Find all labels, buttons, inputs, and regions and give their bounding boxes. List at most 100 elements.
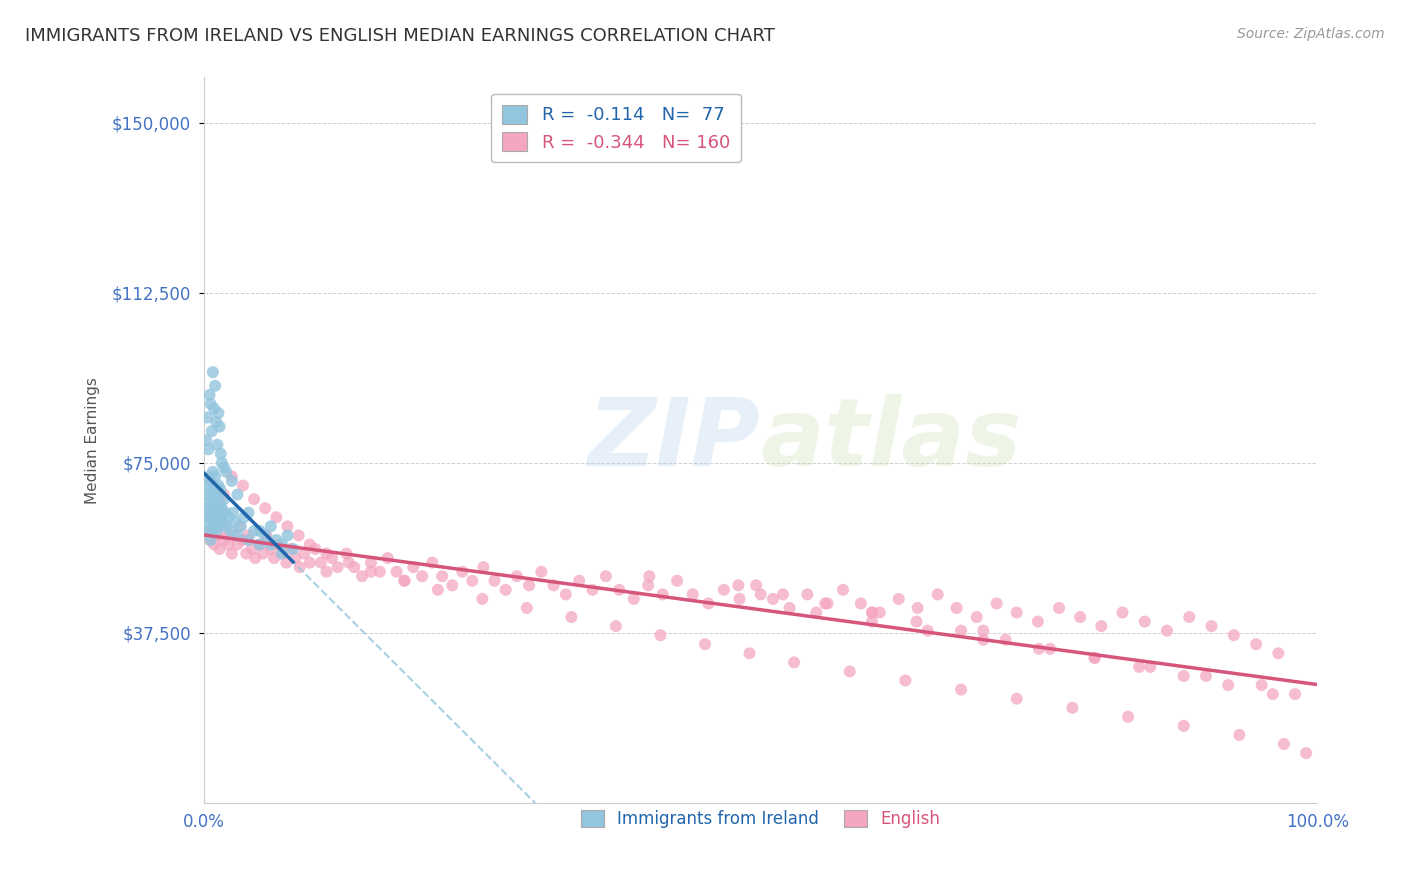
Point (208, 519, 231, 533)
Point (1005, 691, 1028, 706)
Point (385, 565, 408, 579)
Point (198, 469, 221, 483)
Point (304, 542, 326, 557)
Point (1069, 610, 1091, 624)
Point (849, 597, 872, 611)
Text: Source: ZipAtlas.com: Source: ZipAtlas.com (1237, 27, 1385, 41)
Point (605, 619, 627, 633)
Point (1173, 719, 1195, 733)
Point (202, 401, 225, 416)
Point (254, 528, 277, 542)
Point (326, 560, 349, 574)
Point (402, 560, 425, 574)
Point (1261, 687, 1284, 701)
Point (276, 556, 298, 570)
Point (202, 501, 225, 516)
Point (1173, 669, 1195, 683)
Point (209, 447, 232, 461)
Point (1156, 624, 1178, 638)
Point (860, 615, 883, 629)
Point (966, 610, 988, 624)
Point (420, 556, 443, 570)
Point (461, 574, 484, 588)
Point (337, 556, 360, 570)
Point (238, 528, 260, 542)
Point (238, 506, 260, 520)
Point (783, 656, 806, 670)
Point (887, 591, 910, 606)
Point (1039, 641, 1062, 656)
Point (287, 528, 309, 542)
Point (243, 492, 266, 507)
Point (249, 524, 271, 538)
Point (568, 574, 591, 588)
Point (211, 501, 233, 516)
Point (651, 587, 673, 601)
Point (1244, 637, 1267, 651)
Point (205, 524, 228, 538)
Point (1116, 710, 1139, 724)
Point (432, 569, 454, 583)
Point (693, 637, 716, 651)
Point (927, 587, 949, 601)
Point (207, 438, 229, 452)
Point (200, 397, 222, 411)
Point (869, 606, 891, 620)
Point (309, 556, 332, 570)
Point (266, 537, 288, 551)
Point (226, 537, 249, 551)
Point (1111, 606, 1133, 620)
Point (271, 537, 294, 551)
Point (530, 565, 553, 579)
Point (1047, 601, 1070, 615)
Point (1084, 651, 1107, 665)
Point (195, 501, 218, 516)
Point (352, 569, 374, 583)
Point (198, 492, 221, 507)
Point (860, 606, 883, 620)
Point (727, 578, 749, 592)
Point (195, 524, 218, 538)
Point (779, 601, 801, 615)
Point (207, 501, 229, 516)
Point (201, 365, 224, 379)
Point (543, 578, 565, 592)
Point (894, 673, 917, 688)
Point (343, 560, 366, 574)
Point (208, 497, 231, 511)
Point (917, 624, 939, 638)
Point (1218, 678, 1240, 692)
Point (905, 615, 928, 629)
Point (195, 515, 218, 529)
Point (377, 551, 399, 566)
Point (209, 510, 232, 524)
Point (201, 424, 224, 438)
Point (226, 487, 249, 501)
Point (215, 524, 238, 538)
Point (315, 547, 337, 561)
Point (207, 528, 229, 542)
Point (972, 624, 994, 638)
Point (221, 469, 243, 483)
Point (204, 510, 226, 524)
Point (471, 591, 494, 606)
Point (321, 551, 343, 566)
Point (796, 587, 818, 601)
Point (972, 632, 994, 647)
Point (806, 606, 828, 620)
Point (200, 474, 222, 488)
Point (276, 519, 298, 533)
Point (266, 533, 288, 547)
Point (637, 578, 659, 592)
Point (200, 501, 222, 516)
Y-axis label: Median Earnings: Median Earnings (86, 376, 100, 504)
Point (207, 515, 229, 529)
Point (284, 551, 307, 566)
Point (650, 628, 672, 642)
Point (288, 560, 311, 574)
Point (202, 537, 225, 551)
Point (202, 519, 225, 533)
Point (197, 478, 219, 492)
Point (221, 547, 243, 561)
Point (221, 474, 243, 488)
